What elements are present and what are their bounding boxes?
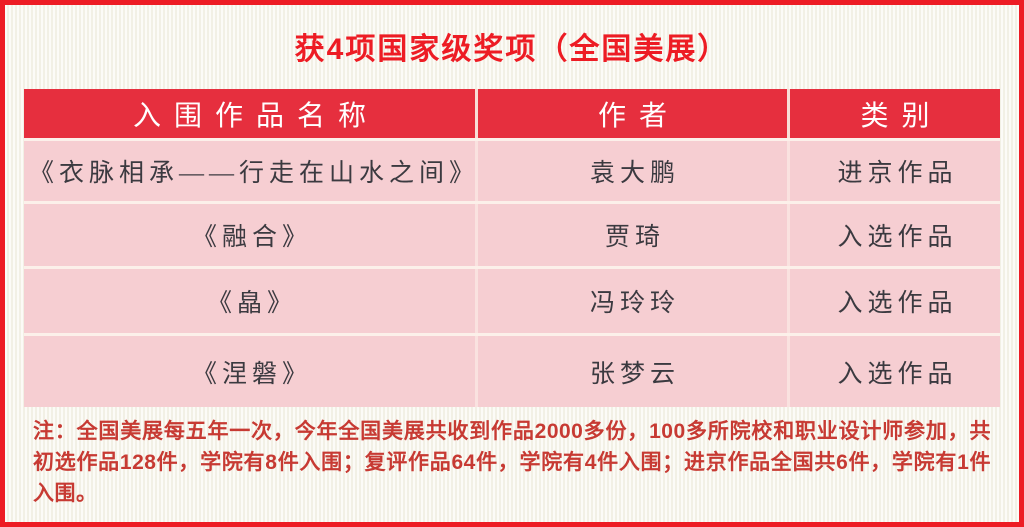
category-cell: 入选作品 bbox=[837, 360, 958, 388]
table-row: 《衣脉相承——行走在山水之间》 袁大鹏 进京作品 bbox=[24, 138, 1000, 201]
author-cell: 张梦云 bbox=[478, 336, 790, 407]
header-category: 类别 bbox=[860, 100, 943, 132]
footnote: 注：全国美展每五年一次，今年全国美展共收到作品2000多份，100多所院校和职业… bbox=[33, 420, 991, 505]
category-cell: 进京作品 bbox=[837, 160, 958, 187]
award-table: 入围作品名称 作者 类别 《衣脉相承——行走在山水之间》 袁大鹏 进京作品 《融… bbox=[24, 89, 1000, 407]
work-name-cell: 《衣脉相承——行走在山水之间》 bbox=[24, 141, 478, 201]
table-row: 《涅磐》 张梦云 入选作品 bbox=[24, 333, 1000, 407]
work-name-cell: 《涅磐》 bbox=[24, 336, 478, 407]
work-name-cell: 《皛》 bbox=[24, 269, 478, 333]
work-name-cell: 《融合》 bbox=[24, 204, 478, 266]
header-author: 作者 bbox=[478, 89, 790, 138]
table-header-row: 入围作品名称 作者 类别 bbox=[24, 89, 1000, 138]
page-title: 获4项国家级奖项（全国美展） bbox=[294, 33, 730, 66]
author-cell: 袁大鹏 bbox=[478, 141, 790, 201]
table-row: 《融合》 贾琦 入选作品 bbox=[24, 201, 1000, 266]
category-cell: 入选作品 bbox=[837, 290, 958, 317]
table-row: 《皛》 冯玲玲 入选作品 bbox=[24, 266, 1000, 333]
header-work-name: 入围作品名称 bbox=[24, 89, 478, 138]
category-cell: 入选作品 bbox=[837, 224, 958, 251]
author-cell: 冯玲玲 bbox=[478, 269, 790, 333]
author-cell: 贾琦 bbox=[478, 204, 790, 266]
